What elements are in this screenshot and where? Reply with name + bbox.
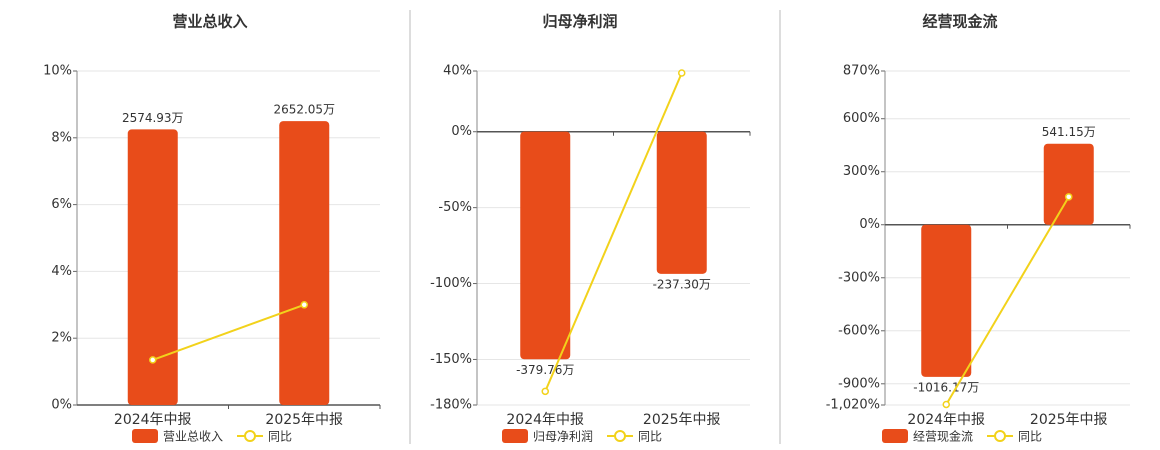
y-tick-label: -900% [838, 376, 880, 391]
y-tick-label: 870% [843, 64, 880, 79]
x-tick-label: 2024年中报 [506, 412, 584, 428]
x-tick-label: 2025年中报 [1030, 412, 1108, 428]
bar [921, 224, 972, 377]
legend-label: 同比 [638, 430, 662, 444]
bar [1043, 143, 1094, 225]
y-tick-label: -300% [838, 270, 880, 285]
data-label: 541.15万 [1042, 125, 1096, 139]
y-tick-label: 0% [859, 217, 880, 232]
data-label: -237.30万 [653, 277, 711, 291]
bar [127, 129, 178, 405]
line-point [678, 69, 686, 77]
y-tick-label: -1,020% [826, 398, 880, 413]
x-tick-label: 2024年中报 [114, 412, 192, 428]
x-tick-label: 2025年中报 [265, 412, 343, 428]
y-tick-label: 2% [51, 331, 72, 346]
legend-label: 归母净利润 [533, 430, 593, 444]
data-label: -1016.17万 [913, 380, 979, 394]
x-tick-label: 2025年中报 [643, 412, 721, 428]
chart-title: 经营现金流 [922, 13, 997, 31]
legend-label: 经营现金流 [913, 429, 973, 444]
y-tick-label: 40% [443, 64, 472, 79]
line-point [541, 387, 549, 396]
bar [520, 131, 571, 360]
x-tick-label: 2024年中报 [907, 412, 985, 428]
y-tick-label: -150% [430, 352, 472, 367]
legend-swatch [502, 429, 528, 443]
y-tick-label: -100% [430, 276, 472, 291]
legend-swatch [994, 430, 1007, 442]
legend-swatch [132, 429, 158, 443]
line-point [1065, 193, 1073, 201]
bar [279, 121, 330, 405]
legend-label: 营业总收入 [163, 430, 223, 444]
data-label: 2574.93万 [122, 111, 184, 125]
bar [656, 131, 707, 274]
line-point [149, 356, 157, 364]
chart-title: 归母净利润 [542, 13, 617, 31]
line [544, 72, 683, 392]
line-point [300, 301, 308, 309]
y-tick-label: -50% [438, 200, 472, 215]
y-tick-label: 600% [843, 111, 880, 126]
y-tick-label: 6% [51, 197, 72, 212]
data-label: -379.76万 [516, 363, 574, 377]
legend-label: 同比 [268, 430, 292, 444]
y-tick-label: 4% [51, 264, 72, 279]
line [945, 196, 1070, 405]
y-tick-label: 0% [51, 398, 72, 413]
legend-swatch [882, 429, 908, 443]
y-tick-label: 8% [51, 130, 72, 145]
y-tick-label: 10% [43, 64, 72, 79]
data-label: 2652.05万 [273, 103, 335, 117]
y-tick-label: -180% [430, 398, 472, 413]
line [152, 303, 305, 361]
legend-swatch [614, 430, 627, 442]
legend-label: 同比 [1018, 430, 1042, 444]
y-tick-label: 0% [451, 124, 472, 139]
legend-swatch [244, 430, 257, 442]
line-point [942, 400, 950, 409]
y-tick-label: 300% [843, 164, 880, 179]
chart-title: 营业总收入 [172, 13, 247, 31]
y-tick-label: -600% [838, 323, 880, 338]
